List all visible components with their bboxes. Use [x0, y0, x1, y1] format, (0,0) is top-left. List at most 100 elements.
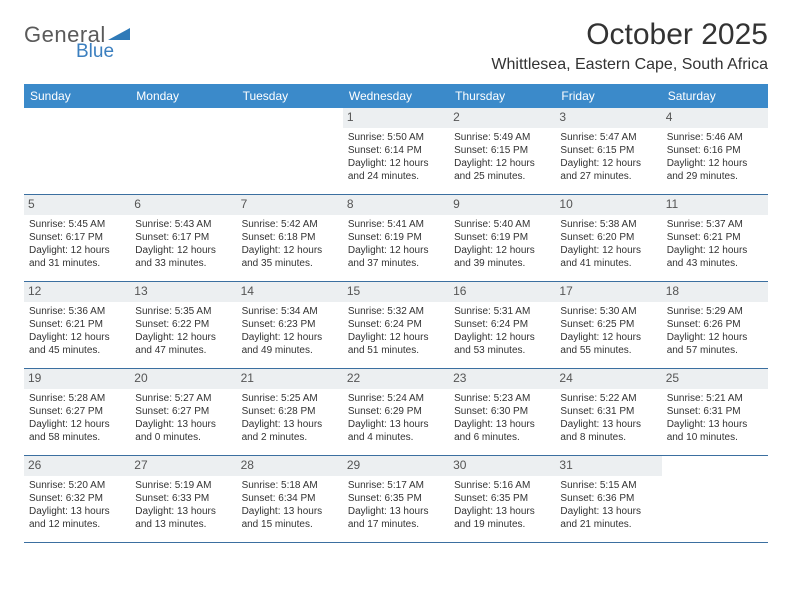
weekday-header: Friday — [555, 84, 661, 108]
calendar-cell: 5Sunrise: 5:45 AMSunset: 6:17 PMDaylight… — [24, 195, 130, 281]
sunset-line: Sunset: 6:26 PM — [667, 318, 763, 331]
sunset-line: Sunset: 6:15 PM — [560, 144, 656, 157]
title-block: October 2025 Whittlesea, Eastern Cape, S… — [491, 18, 768, 74]
day-number: 18 — [662, 282, 768, 302]
sunset-line: Sunset: 6:19 PM — [348, 231, 444, 244]
sunrise-line: Sunrise: 5:50 AM — [348, 131, 444, 144]
day-number: 13 — [130, 282, 236, 302]
calendar-cell: 19Sunrise: 5:28 AMSunset: 6:27 PMDayligh… — [24, 369, 130, 455]
calendar-cell: 11Sunrise: 5:37 AMSunset: 6:21 PMDayligh… — [662, 195, 768, 281]
daylight-line: Daylight: 13 hours and 17 minutes. — [348, 505, 444, 531]
sunset-line: Sunset: 6:21 PM — [29, 318, 125, 331]
calendar-week-row: 1Sunrise: 5:50 AMSunset: 6:14 PMDaylight… — [24, 108, 768, 195]
daylight-line: Daylight: 13 hours and 10 minutes. — [667, 418, 763, 444]
sunset-line: Sunset: 6:24 PM — [454, 318, 550, 331]
day-number: 31 — [555, 456, 661, 476]
calendar-week-row: 19Sunrise: 5:28 AMSunset: 6:27 PMDayligh… — [24, 369, 768, 456]
sunset-line: Sunset: 6:27 PM — [135, 405, 231, 418]
daylight-line: Daylight: 12 hours and 35 minutes. — [242, 244, 338, 270]
sunrise-line: Sunrise: 5:38 AM — [560, 218, 656, 231]
day-number: 23 — [449, 369, 555, 389]
weekday-header: Sunday — [24, 84, 130, 108]
day-number: 14 — [237, 282, 343, 302]
daylight-line: Daylight: 13 hours and 19 minutes. — [454, 505, 550, 531]
day-number: 22 — [343, 369, 449, 389]
daylight-line: Daylight: 13 hours and 2 minutes. — [242, 418, 338, 444]
day-number: 28 — [237, 456, 343, 476]
daylight-line: Daylight: 12 hours and 49 minutes. — [242, 331, 338, 357]
calendar-cell: 10Sunrise: 5:38 AMSunset: 6:20 PMDayligh… — [555, 195, 661, 281]
day-number: 11 — [662, 195, 768, 215]
brand-logo: General Blue — [24, 18, 130, 61]
sunrise-line: Sunrise: 5:24 AM — [348, 392, 444, 405]
daylight-line: Daylight: 12 hours and 41 minutes. — [560, 244, 656, 270]
location-subtitle: Whittlesea, Eastern Cape, South Africa — [491, 56, 768, 74]
calendar-cell: 14 Sunrise: 5:34 AMSunset: 6:23 PMDayligh… — [237, 282, 343, 368]
daylight-line: Daylight: 13 hours and 13 minutes. — [135, 505, 231, 531]
day-number: 29 — [343, 456, 449, 476]
calendar-cell: 21Sunrise: 5:25 AMSunset: 6:28 PMDayligh… — [237, 369, 343, 455]
day-number: 4 — [662, 108, 768, 128]
sunset-line: Sunset: 6:23 PM — [242, 318, 338, 331]
calendar-grid: Sunday Monday Tuesday Wednesday Thursday… — [24, 84, 768, 543]
calendar-cell: 4Sunrise: 5:46 AMSunset: 6:16 PMDaylight… — [662, 108, 768, 194]
sunset-line: Sunset: 6:29 PM — [348, 405, 444, 418]
day-number: 19 — [24, 369, 130, 389]
daylight-line: Daylight: 13 hours and 8 minutes. — [560, 418, 656, 444]
sunrise-line: Sunrise: 5:30 AM — [560, 305, 656, 318]
day-number: 24 — [555, 369, 661, 389]
calendar-cell: 22Sunrise: 5:24 AMSunset: 6:29 PMDayligh… — [343, 369, 449, 455]
calendar-cell: 24Sunrise: 5:22 AMSunset: 6:31 PMDayligh… — [555, 369, 661, 455]
day-number: 1 — [343, 108, 449, 128]
sunrise-line: Sunrise: 5:49 AM — [454, 131, 550, 144]
calendar-cell: 31Sunrise: 5:15 AMSunset: 6:36 PMDayligh… — [555, 456, 661, 542]
daylight-line: Daylight: 12 hours and 29 minutes. — [667, 157, 763, 183]
sunset-line: Sunset: 6:36 PM — [560, 492, 656, 505]
calendar-cell: 16Sunrise: 5:31 AMSunset: 6:24 PMDayligh… — [449, 282, 555, 368]
calendar-week-row: 5Sunrise: 5:45 AMSunset: 6:17 PMDaylight… — [24, 195, 768, 282]
day-number: 30 — [449, 456, 555, 476]
daylight-line: Daylight: 12 hours and 27 minutes. — [560, 157, 656, 183]
sunrise-line: Sunrise: 5:34 AM — [242, 305, 338, 318]
daylight-line: Daylight: 13 hours and 6 minutes. — [454, 418, 550, 444]
calendar-cell: 28Sunrise: 5:18 AMSunset: 6:34 PMDayligh… — [237, 456, 343, 542]
weekday-header: Saturday — [662, 84, 768, 108]
day-number: 21 — [237, 369, 343, 389]
day-number: 15 — [343, 282, 449, 302]
calendar-cell: 8 Sunrise: 5:41 AMSunset: 6:19 PMDaylight… — [343, 195, 449, 281]
day-number: 16 — [449, 282, 555, 302]
sunrise-line: Sunrise: 5:40 AM — [454, 218, 550, 231]
daylight-line: Daylight: 12 hours and 47 minutes. — [135, 331, 231, 357]
day-number: 27 — [130, 456, 236, 476]
sunset-line: Sunset: 6:27 PM — [29, 405, 125, 418]
calendar-cell: 17Sunrise: 5:30 AMSunset: 6:25 PMDayligh… — [555, 282, 661, 368]
day-number: 7 — [237, 195, 343, 215]
day-number: 6 — [130, 195, 236, 215]
daylight-line: Daylight: 12 hours and 33 minutes. — [135, 244, 231, 270]
daylight-line: Daylight: 12 hours and 37 minutes. — [348, 244, 444, 270]
calendar-cell: 18Sunrise: 5:29 AMSunset: 6:26 PMDayligh… — [662, 282, 768, 368]
daylight-line: Daylight: 12 hours and 51 minutes. — [348, 331, 444, 357]
calendar-cell-blank — [130, 108, 236, 194]
sunset-line: Sunset: 6:18 PM — [242, 231, 338, 244]
sunrise-line: Sunrise: 5:18 AM — [242, 479, 338, 492]
daylight-line: Daylight: 12 hours and 45 minutes. — [29, 331, 125, 357]
calendar-cell: 23Sunrise: 5:23 AMSunset: 6:30 PMDayligh… — [449, 369, 555, 455]
calendar-cell-blank — [237, 108, 343, 194]
daylight-line: Daylight: 13 hours and 21 minutes. — [560, 505, 656, 531]
sunset-line: Sunset: 6:19 PM — [454, 231, 550, 244]
sunset-line: Sunset: 6:17 PM — [29, 231, 125, 244]
day-number: 8 — [343, 195, 449, 215]
calendar-cell: 15Sunrise: 5:32 AMSunset: 6:24 PMDayligh… — [343, 282, 449, 368]
sunrise-line: Sunrise: 5:21 AM — [667, 392, 763, 405]
daylight-line: Daylight: 13 hours and 15 minutes. — [242, 505, 338, 531]
sunset-line: Sunset: 6:17 PM — [135, 231, 231, 244]
day-number: 5 — [24, 195, 130, 215]
sunset-line: Sunset: 6:33 PM — [135, 492, 231, 505]
weekday-header: Wednesday — [343, 84, 449, 108]
sunrise-line: Sunrise: 5:41 AM — [348, 218, 444, 231]
day-number: 20 — [130, 369, 236, 389]
weekday-header: Tuesday — [237, 84, 343, 108]
sunrise-line: Sunrise: 5:16 AM — [454, 479, 550, 492]
sunrise-line: Sunrise: 5:29 AM — [667, 305, 763, 318]
